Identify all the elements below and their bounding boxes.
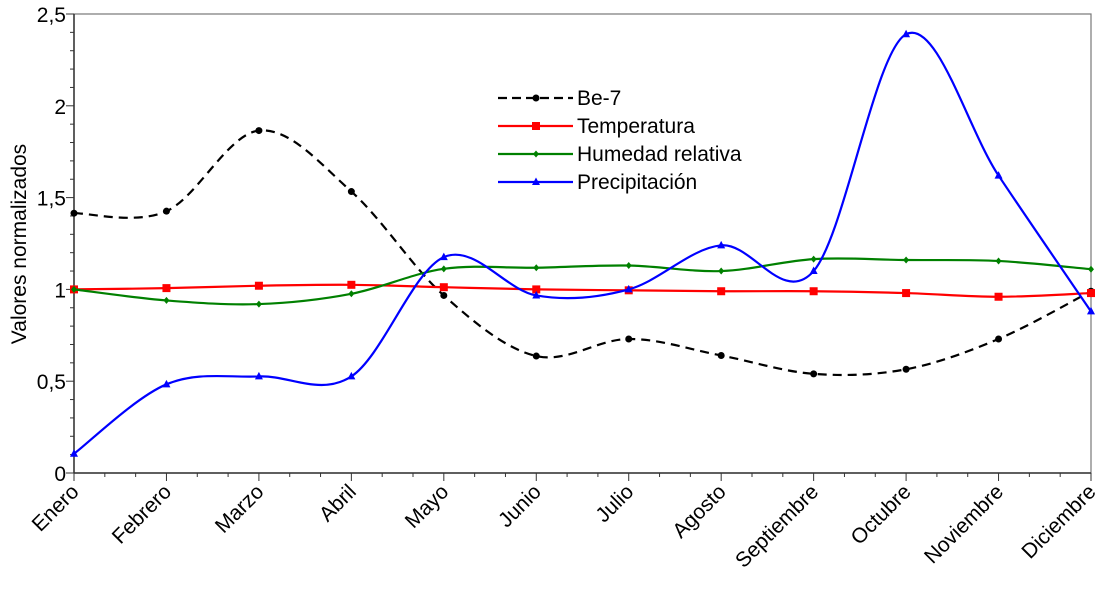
data-point bbox=[995, 257, 1002, 265]
legend: Be-7 Temperatura Humedad relativa Precipita… bbox=[498, 87, 742, 194]
series-line bbox=[73, 257, 1092, 306]
series-group bbox=[70, 29, 1095, 457]
data-point bbox=[439, 252, 448, 261]
data-point bbox=[717, 287, 726, 296]
data-point bbox=[809, 287, 818, 296]
data-point bbox=[533, 264, 540, 272]
series-line bbox=[73, 129, 1092, 377]
data-point bbox=[995, 335, 1003, 343]
series-humedad-relativa bbox=[71, 255, 1094, 308]
legend-label: Be-7 bbox=[577, 87, 621, 110]
x-tick-label: Marzo bbox=[211, 480, 269, 538]
y-tick-label: 2,5 bbox=[37, 4, 66, 27]
x-tick-label: Junio bbox=[494, 480, 546, 532]
plot-frame bbox=[73, 13, 1092, 474]
data-point bbox=[532, 290, 541, 299]
legend-marker bbox=[532, 177, 540, 185]
data-point bbox=[903, 256, 910, 264]
y-tick-label: 0 bbox=[54, 463, 66, 486]
data-point bbox=[810, 255, 817, 263]
data-point bbox=[254, 371, 263, 380]
x-tick-label: Febrero bbox=[108, 480, 176, 548]
x-tick-label: Octubre bbox=[847, 480, 916, 549]
data-point bbox=[902, 289, 911, 298]
series-line bbox=[73, 283, 1092, 298]
data-point bbox=[717, 351, 725, 359]
x-tick-label: Diciembre bbox=[1017, 480, 1100, 563]
data-point bbox=[70, 449, 78, 457]
x-tick-label: Abril bbox=[315, 480, 361, 526]
data-point bbox=[532, 285, 541, 294]
data-point bbox=[532, 352, 540, 360]
data-point bbox=[347, 371, 356, 380]
data-point bbox=[625, 335, 633, 343]
data-point bbox=[1088, 265, 1094, 273]
series-precipitaci-n bbox=[70, 29, 1095, 457]
data-point bbox=[348, 290, 355, 298]
x-tick-label: Agosto bbox=[668, 480, 731, 543]
data-point bbox=[163, 296, 170, 304]
x-tick-label: Enero bbox=[28, 480, 84, 536]
data-point bbox=[625, 262, 632, 270]
data-point bbox=[810, 370, 818, 378]
data-point bbox=[70, 209, 78, 217]
data-point bbox=[71, 285, 77, 293]
data-point bbox=[717, 240, 726, 249]
legend-marker bbox=[532, 122, 540, 130]
data-point bbox=[994, 292, 1003, 301]
data-point bbox=[902, 29, 911, 38]
data-point bbox=[1087, 306, 1095, 315]
data-point bbox=[624, 284, 633, 293]
data-point bbox=[1087, 289, 1095, 298]
data-point bbox=[254, 281, 263, 290]
data-point bbox=[162, 284, 171, 293]
data-point bbox=[162, 207, 170, 215]
data-point bbox=[994, 171, 1003, 179]
y-tick-label: 0,5 bbox=[37, 371, 66, 394]
data-point bbox=[347, 188, 355, 196]
legend-label: Precipitación bbox=[577, 171, 697, 194]
data-point bbox=[718, 267, 725, 275]
x-tick-label: Septiembre bbox=[731, 480, 823, 572]
data-point bbox=[440, 291, 448, 299]
data-point bbox=[255, 127, 263, 135]
data-point bbox=[439, 283, 448, 292]
data-point bbox=[809, 266, 818, 275]
y-tick-label: 2 bbox=[54, 96, 66, 119]
data-point bbox=[902, 365, 910, 373]
legend-label: Temperatura bbox=[577, 115, 695, 138]
series-be-7 bbox=[70, 127, 1095, 378]
y-axis-label: Valores normalizados bbox=[8, 144, 31, 344]
data-point bbox=[347, 280, 356, 289]
data-point bbox=[162, 379, 171, 388]
data-point bbox=[255, 300, 262, 308]
x-tick-label: Noviembre bbox=[920, 480, 1008, 568]
x-tick-label: Mayo bbox=[401, 480, 454, 533]
x-tick-label: Julio bbox=[591, 480, 638, 527]
legend-marker bbox=[532, 94, 540, 102]
y-tick-label: 1 bbox=[54, 279, 66, 302]
legend-marker bbox=[533, 150, 539, 158]
y-tick-label: 1,5 bbox=[37, 188, 66, 211]
legend-label: Humedad relativa bbox=[577, 143, 742, 166]
data-point bbox=[440, 265, 447, 273]
